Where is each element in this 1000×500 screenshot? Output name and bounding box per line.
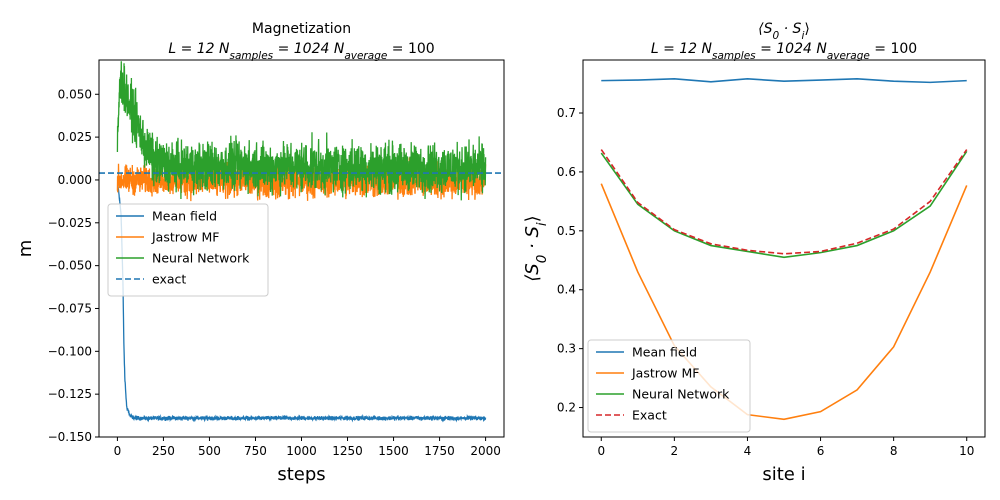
legend-label: Mean field <box>632 345 697 360</box>
legend-box <box>587 339 751 433</box>
x-tick-label: 250 <box>152 444 175 458</box>
x-tick-label: 1000 <box>286 444 317 458</box>
x-tick-label: 0 <box>114 444 122 458</box>
magnetization-chart: 0 250 500 750 1000 1250 1500 1750 2000 −0.150 −0.1… <box>15 21 505 485</box>
chart-subtitle: L = 12 Nsamples = 1024 Naverage = 100 <box>168 41 434 62</box>
series-line-mean-field <box>116 179 487 423</box>
chart-title: Magnetization <box>252 21 351 37</box>
series-line-exact <box>600 149 968 255</box>
y-tick-label: 0.000 <box>58 173 92 187</box>
legend-label: exact <box>152 272 186 287</box>
y-tick-label: 0.3 <box>557 342 576 356</box>
legend-label: Jastrow MF <box>151 230 219 245</box>
legend-label: Exact <box>632 408 667 423</box>
legend: Mean field Jastrow MF Neural Network Exact <box>587 339 751 433</box>
y-axis-label: m <box>15 240 36 258</box>
y-tick-label: −0.150 <box>48 430 92 444</box>
y-tick-label: −0.100 <box>48 344 92 358</box>
x-tick-label: 1250 <box>332 444 363 458</box>
y-tick-label: −0.025 <box>48 216 92 230</box>
x-tick-label: 6 <box>817 444 825 458</box>
y-axis-label: ⟨S0 · Si⟩ <box>522 215 550 281</box>
y-tick-label: 0.2 <box>557 401 576 415</box>
y-tick-label: 0.025 <box>58 130 92 144</box>
plot-area <box>600 78 968 421</box>
y-tick-label: 0.6 <box>557 165 576 179</box>
x-axis-label: steps <box>277 464 325 485</box>
y-tick-label: −0.050 <box>48 259 92 273</box>
x-tick-label: 1500 <box>378 444 409 458</box>
x-tick-label: 10 <box>959 444 974 458</box>
y-tick-label: 0.050 <box>58 87 92 101</box>
series-line-mean-field <box>601 78 967 84</box>
axes-frame <box>582 59 986 438</box>
y-tick-label: 0.7 <box>557 106 576 120</box>
x-tick-label: 0 <box>597 444 605 458</box>
series-line-jastrow-mf <box>600 183 968 421</box>
legend: Mean field Jastrow MF Neural Network exact <box>107 203 269 297</box>
chart-title: ⟨S0 · Si⟩ <box>758 21 810 42</box>
y-tick-label: −0.125 <box>48 387 92 401</box>
y-tick-label: 0.5 <box>557 224 576 238</box>
x-tick-label: 750 <box>244 444 267 458</box>
x-tick-label: 2000 <box>470 444 501 458</box>
series-line-neural-network <box>116 61 487 201</box>
x-tick-label: 1750 <box>424 444 455 458</box>
legend-label: Mean field <box>152 209 217 224</box>
correlation-chart: 0 2 4 6 8 10 0.2 0.3 0.4 0.5 0.6 0.7 site i ⟨S0 · Si⟩… <box>522 21 986 485</box>
x-tick-label: 2 <box>671 444 679 458</box>
series-line-neural-network <box>600 150 968 259</box>
legend-label: Neural Network <box>632 387 730 402</box>
legend-box <box>107 203 269 297</box>
chart-subtitle: L = 12 Nsamples = 1024 Naverage = 100 <box>651 41 917 62</box>
plot-area <box>99 61 504 423</box>
x-axis-label: site i <box>762 464 805 485</box>
y-tick-label: −0.075 <box>48 301 92 315</box>
legend-label: Jastrow MF <box>631 366 699 381</box>
x-tick-label: 8 <box>890 444 898 458</box>
x-tick-label: 4 <box>744 444 752 458</box>
y-tick-label: 0.4 <box>557 283 576 297</box>
legend-label: Neural Network <box>152 251 250 266</box>
x-tick-label: 500 <box>198 444 221 458</box>
